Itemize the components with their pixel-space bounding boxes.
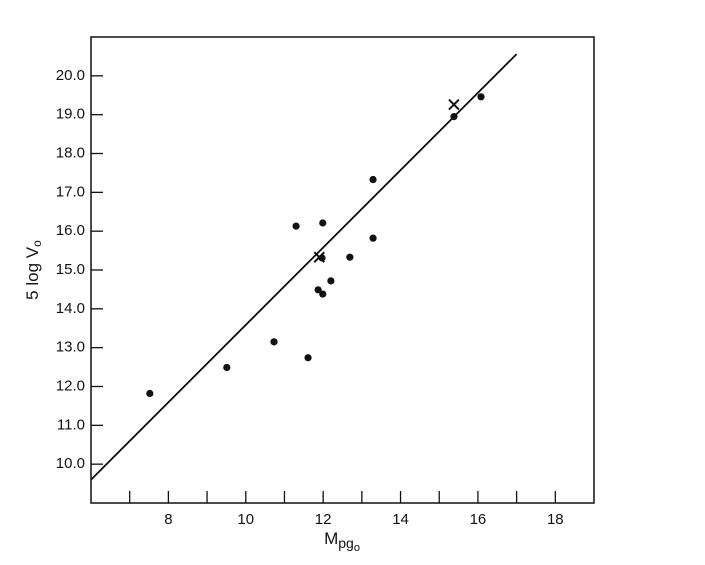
y-tick-label: 19.0 [56, 106, 85, 123]
x-tick-label: 8 [164, 511, 172, 528]
x-label-main: M [324, 529, 338, 548]
x-tick-label: 14 [392, 511, 409, 528]
data-point [346, 253, 354, 261]
y-tick-label: 18.0 [56, 144, 85, 161]
data-point [369, 234, 377, 242]
y-label-sub: o [30, 240, 44, 247]
cross-point [448, 98, 460, 111]
y-tick-label: 17.0 [56, 183, 85, 200]
data-point [146, 389, 154, 398]
data-point [327, 277, 335, 285]
x-axis-label: Mpgo [324, 529, 360, 553]
data-point [292, 222, 300, 230]
data-point [319, 219, 327, 227]
x-tick-label: 12 [315, 511, 332, 528]
y-tick-label: 10.0 [56, 455, 85, 472]
y-axis-label: 5 log Vo [23, 240, 44, 300]
data-point [270, 338, 278, 346]
y-tick-label: 14.0 [56, 300, 85, 317]
y-tick-label: 15.0 [56, 261, 85, 278]
data-point [477, 93, 485, 101]
y-tick-label: 16.0 [56, 222, 85, 239]
data-point [304, 354, 312, 362]
y-tick-label: 20.0 [56, 67, 85, 84]
x-tick-label: 16 [470, 511, 487, 528]
plot-frame [90, 36, 595, 504]
y-tick-label: 12.0 [56, 377, 85, 394]
data-point [223, 363, 231, 372]
data-point [369, 175, 377, 184]
data-point [450, 113, 458, 121]
data-point [314, 286, 322, 294]
y-label-main: 5 log V [23, 246, 42, 300]
x-tick-label: 18 [547, 511, 564, 528]
y-tick-label: 13.0 [56, 339, 85, 356]
x-label-subsub: o [354, 542, 360, 554]
data-point [319, 290, 327, 298]
y-tick-label: 11.0 [57, 416, 85, 433]
x-label-sub: pg [338, 535, 354, 551]
x-tick-label: 10 [237, 511, 254, 528]
cross-point [313, 251, 325, 263]
fit-line [90, 53, 518, 481]
